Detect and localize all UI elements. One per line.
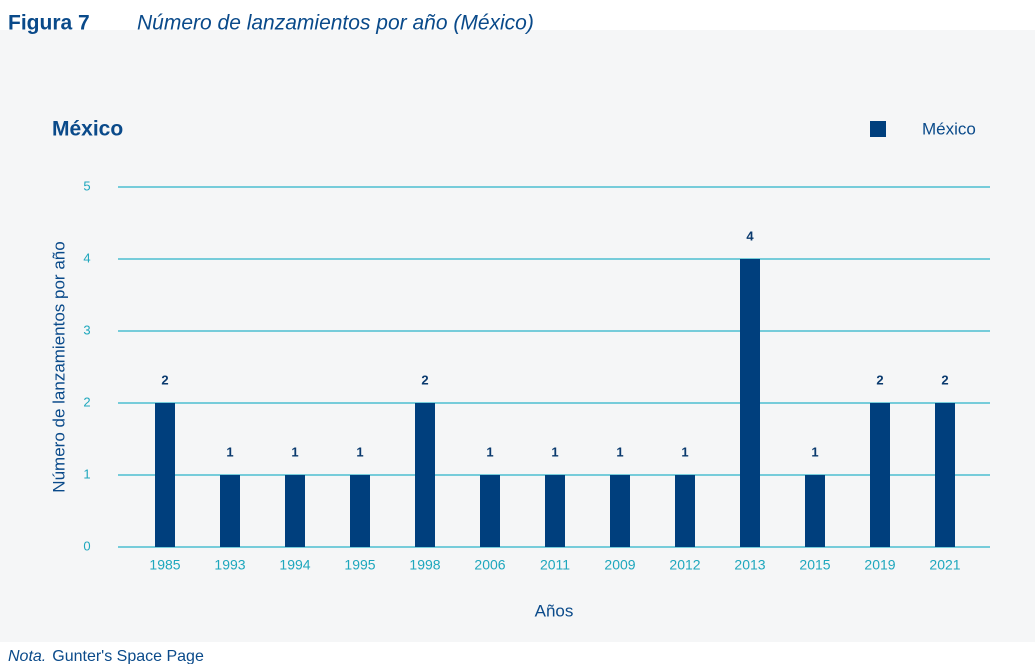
x-tick-label: 2012: [669, 557, 700, 573]
value-label: 1: [551, 444, 558, 459]
bar: [805, 475, 825, 547]
x-tick-label: 2013: [734, 557, 765, 573]
x-tick-label: 1993: [214, 557, 245, 573]
note-text: Gunter's Space Page: [52, 648, 204, 664]
x-tick-label: 1995: [344, 557, 375, 573]
value-label: 1: [616, 444, 623, 459]
value-label: 1: [226, 444, 233, 459]
value-label: 4: [746, 228, 754, 243]
note: Nota. Gunter's Space Page: [8, 648, 204, 664]
y-tick-label: 0: [83, 538, 90, 553]
y-axis-label: Número de lanzamientos por año: [49, 241, 68, 492]
bar: [480, 475, 500, 547]
x-tick-label: 2021: [929, 557, 960, 573]
value-label: 1: [681, 444, 688, 459]
value-label: 2: [161, 372, 168, 387]
x-tick-label: 2019: [864, 557, 895, 573]
value-label: 1: [291, 444, 298, 459]
y-tick-label: 1: [83, 466, 90, 481]
bar: [610, 475, 630, 547]
y-tick-label: 5: [83, 178, 90, 193]
x-tick-label: 1994: [279, 557, 310, 573]
y-tick-label: 3: [83, 322, 90, 337]
bar: [935, 403, 955, 547]
value-label: 2: [876, 372, 883, 387]
figure-label: Figura 7: [8, 12, 90, 35]
bar: [740, 259, 760, 547]
value-label: 1: [811, 444, 818, 459]
x-tick-label: 1985: [149, 557, 180, 573]
x-tick-label: 2006: [474, 557, 505, 573]
bar: [675, 475, 695, 547]
chart-subtitle: México: [52, 118, 123, 141]
bar: [155, 403, 175, 547]
value-label: 1: [486, 444, 493, 459]
bar: [545, 475, 565, 547]
y-tick-label: 2: [83, 394, 90, 409]
y-tick-label: 4: [83, 250, 90, 265]
legend-swatch: [870, 121, 886, 137]
bar: [350, 475, 370, 547]
chart-title: Número de lanzamientos por año (México): [137, 12, 534, 35]
x-axis-label: Años: [535, 601, 574, 620]
bar: [415, 403, 435, 547]
x-tick-label: 2011: [540, 557, 570, 573]
x-tick-label: 2009: [604, 557, 635, 573]
bar: [285, 475, 305, 547]
bar: [870, 403, 890, 547]
value-label: 2: [941, 372, 948, 387]
x-tick-label: 1998: [409, 557, 440, 573]
x-tick-label: 2015: [799, 557, 830, 573]
note-label: Nota.: [8, 648, 46, 664]
value-label: 1: [356, 444, 363, 459]
value-label: 2: [421, 372, 428, 387]
legend-label: México: [922, 119, 976, 138]
bar: [220, 475, 240, 547]
